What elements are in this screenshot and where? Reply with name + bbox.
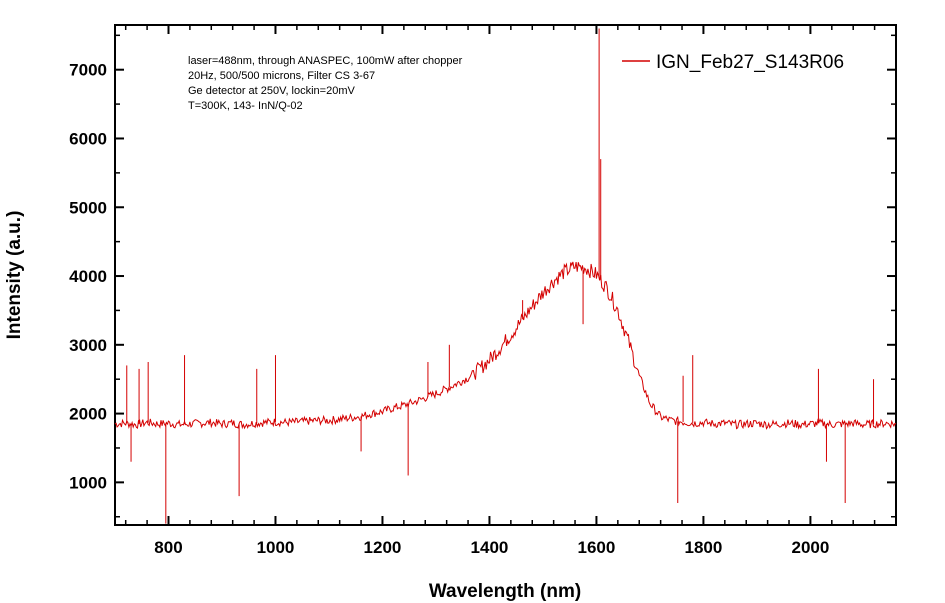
x-tick-label: 1400 xyxy=(471,538,509,557)
x-tick-label: 800 xyxy=(154,538,182,557)
x-tick-label: 1200 xyxy=(364,538,402,557)
annotation-line: 20Hz, 500/500 microns, Filter CS 3-67 xyxy=(188,70,375,82)
y-tick-label: 1000 xyxy=(69,473,107,492)
series-line xyxy=(114,261,897,430)
y-tick-label: 2000 xyxy=(69,405,107,424)
legend-label: IGN_Feb27_S143R06 xyxy=(656,52,844,73)
x-tick-label: 1800 xyxy=(685,538,723,557)
x-tick-label: 2000 xyxy=(791,538,829,557)
y-axis: 1000 2000 3000 4000 5000 6000 7000 xyxy=(69,34,896,518)
y-tick-label: 5000 xyxy=(69,198,107,217)
x-tick-label: 1600 xyxy=(578,538,616,557)
legend: IGN_Feb27_S143R06 xyxy=(622,52,844,73)
y-tick-label: 3000 xyxy=(69,336,107,355)
plot-area: 800 1000 1200 1400 1600 1800 2000 1000 2000 3000… xyxy=(69,24,897,557)
annotation-line: Ge detector at 250V, lockin=20mV xyxy=(188,85,356,97)
x-tick-label: 1000 xyxy=(257,538,295,557)
y-axis-title: Intensity (a.u.) xyxy=(4,211,25,340)
x-axis: 800 1000 1200 1400 1600 1800 2000 xyxy=(124,25,897,557)
y-tick-label: 7000 xyxy=(69,61,107,80)
annotation-line: T=300K, 143- InN/Q-02 xyxy=(188,100,303,112)
y-tick-label: 6000 xyxy=(69,129,107,148)
y-tick-label: 4000 xyxy=(69,267,107,286)
annotation-block: laser=488nm, through ANASPEC, 100mW afte… xyxy=(188,55,463,112)
series-group xyxy=(114,28,897,524)
plot-frame xyxy=(114,24,897,526)
annotation-line: laser=488nm, through ANASPEC, 100mW afte… xyxy=(188,55,463,67)
x-axis-title: Wavelength (nm) xyxy=(429,581,581,602)
